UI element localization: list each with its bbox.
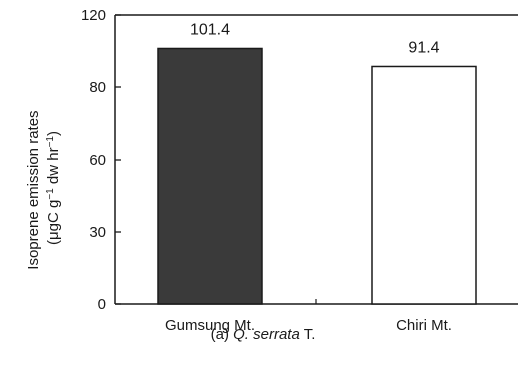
caption-species: Q. serrata [233,326,300,343]
y-tick-label: 60 [89,152,106,169]
y-axis-title-sup1: −1 [45,188,56,200]
bar [371,65,477,305]
data-label: 101.4 [190,21,230,38]
x-tick-label: Gumsung Mt. [165,317,255,334]
y-axis-title-sup2: −1 [45,136,56,148]
bar [157,47,263,305]
y-axis-title-units-c: ) [45,131,62,136]
y-tick-label: 80 [89,79,106,96]
y-tick-label: 120 [81,7,106,24]
y-axis-title-line1: Isoprene emission rates [25,110,42,269]
data-label: 91.4 [408,39,439,56]
y-axis-title-units-a: (μgC g [45,200,62,245]
caption-prefix: (a) [210,326,234,343]
caption-suffix: T. [299,326,316,343]
y-axis-title: Isoprene emission rates (μgC g−1 dw hr−1… [25,106,62,269]
y-tick-label: 0 [98,296,106,313]
y-tick-label: 30 [89,224,106,241]
bars [157,47,477,305]
labels: 0 30 60 80 120 101.4 Gumsung Mt. 91.4 Chiri Mt. [81,7,452,334]
x-tick-label: Chiri Mt. [396,317,452,334]
y-axis-title-units-b: dw hr [45,147,62,188]
figure-caption: (a) Q. serrata T. [0,326,526,343]
